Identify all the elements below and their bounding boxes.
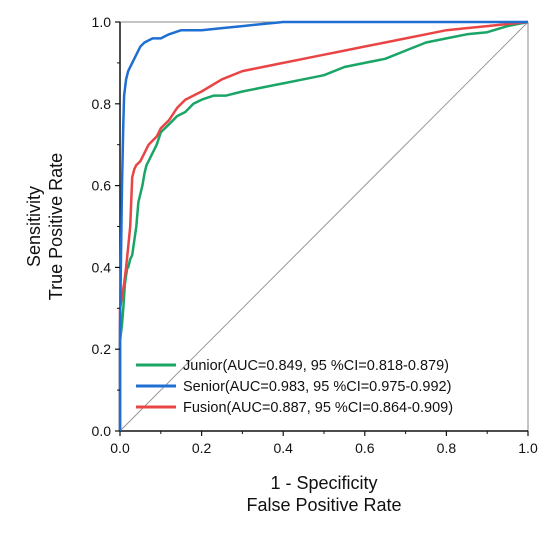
- x-tick-label: 0.6: [355, 440, 375, 456]
- y-tick-label: 0.0: [92, 423, 112, 439]
- legend-label: Senior(AUC=0.983, 95 %CI=0.975-0.992): [183, 379, 451, 395]
- y-tick-label: 0.4: [92, 259, 112, 275]
- axis-ticks: [115, 21, 529, 436]
- x-tick-label: 0.0: [110, 440, 130, 456]
- series-line-1: [118, 20, 528, 431]
- x-tick-label: 0.8: [437, 440, 457, 456]
- x-axis-title-line: False Positive Rate: [246, 495, 401, 515]
- x-axis-title-line: 1 - Specificity: [270, 473, 377, 493]
- series-lines: [118, 20, 529, 431]
- legend: Junior(AUC=0.849, 95 %CI=0.818-0.879) Sen…: [136, 358, 453, 416]
- y-tick-label: 1.0: [92, 14, 112, 30]
- y-tick-label: 0.2: [92, 341, 112, 357]
- x-tick-label: 0.4: [273, 440, 293, 456]
- y-axis-title-line: Sensitivity: [24, 186, 44, 267]
- x-tick-label: 1.0: [518, 440, 538, 456]
- y-axis-title-line: True Positive Rate: [46, 153, 66, 300]
- tick-labels: 0.0 0.2 0.4 0.6 0.8 1.0 0.0 0.2 0.4 0.6 0.8 1.0: [92, 14, 538, 456]
- series-line-2: [118, 20, 529, 431]
- legend-label: Fusion(AUC=0.887, 95 %CI=0.864-0.909): [183, 400, 453, 416]
- reference-diagonal: [119, 21, 529, 432]
- diagonal-line: [119, 21, 529, 432]
- legend-label: Junior(AUC=0.849, 95 %CI=0.818-0.879): [183, 358, 449, 374]
- y-tick-label: 0.8: [92, 96, 112, 112]
- y-tick-label: 0.6: [92, 178, 112, 194]
- x-tick-label: 0.2: [192, 440, 212, 456]
